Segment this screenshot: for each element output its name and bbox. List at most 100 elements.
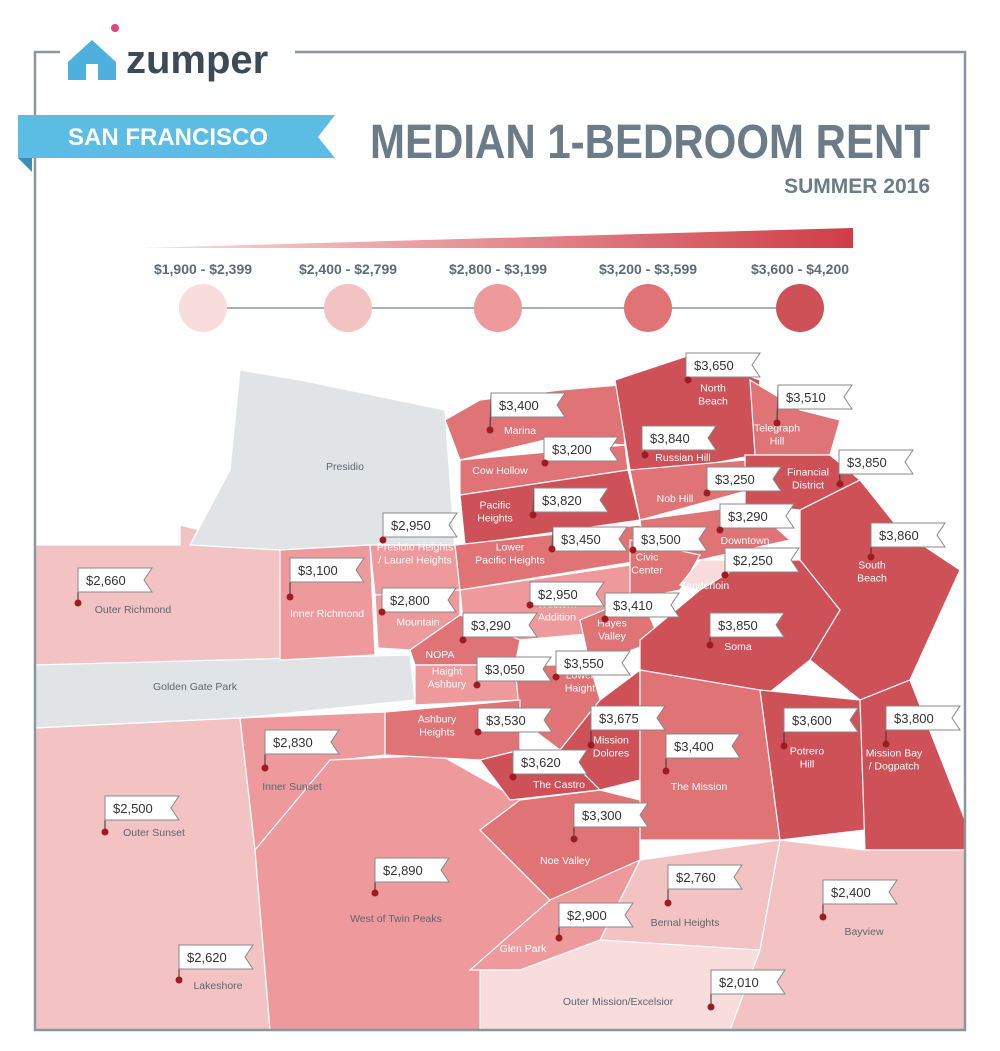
flag [543,436,619,462]
flag [885,705,961,731]
legend-swatch [474,284,522,332]
neighborhood-name: Telegraph [754,423,800,435]
flag [512,749,588,775]
rent-label: $2,760 [676,870,716,885]
pin [552,673,560,681]
neighborhood-name: Bayview [844,926,884,938]
logo [68,24,119,80]
pin [706,641,714,649]
pin [175,976,183,984]
rent-label: $2,900 [567,908,607,923]
rent-label: $2,010 [719,975,759,990]
city: SAN FRANCISCO [68,124,268,151]
neighborhood-name: Dolores [593,748,629,760]
neighborhood-name: / Dogpatch [869,761,920,773]
neighborhood-name: Mountain [396,617,439,629]
flag [382,512,458,538]
pin [664,899,672,907]
pin [555,934,563,942]
legend-swatch [624,284,672,332]
pin [629,546,637,554]
neighborhood-name: Pacific Heights [475,555,544,567]
neighborhood-name: Pacific [480,500,511,512]
flag [558,902,634,928]
rent-label: $3,050 [485,662,525,677]
brand: zumper [126,38,268,82]
pin [641,451,649,459]
rent-label: $2,500 [113,801,153,816]
neighborhood-name: Soma [724,641,752,653]
pin [473,681,481,689]
flag [462,612,538,638]
rent-label: $3,850 [847,455,887,470]
neighborhood-name: Marina [504,425,536,437]
rent-label: $3,450 [561,532,601,547]
legend-label: $2,400 - $2,799 [299,261,397,277]
pin [867,553,875,561]
flag [870,522,946,548]
neighborhood-name: Tenderloin [681,580,730,592]
rent-label: $3,620 [521,755,561,770]
rent-label: $3,200 [552,442,592,457]
area-name: Presidio [326,461,364,473]
rent-label: $3,600 [792,713,832,728]
flag [178,944,254,970]
pin [261,764,269,772]
rent-label: $2,250 [733,553,773,568]
flag [783,707,859,733]
neighborhood-name: Beach [857,573,887,585]
pin [371,889,379,897]
neighborhood-name: NOPA [426,649,455,661]
neighborhood-name: Addition [538,612,576,624]
rent-label: $2,830 [273,735,313,750]
pin [541,459,549,467]
rent-label: $3,290 [728,509,768,524]
neighborhood-name: Noe Valley [540,855,591,867]
pin [526,601,534,609]
neighborhood-name: Nob Hill [657,493,694,505]
subtitle: SUMMER 2016 [784,175,930,198]
pin [459,636,467,644]
neighborhood-name: District [792,480,824,492]
legend-swatch [324,284,372,332]
flag [476,656,552,682]
neighborhood-name: Outer Mission/Excelsior [563,996,674,1008]
neighborhood-name: Lakeshore [193,980,242,992]
rent-label: $2,400 [831,885,871,900]
rent-label: $3,860 [879,528,919,543]
rent-label: $3,675 [599,711,639,726]
flag [555,650,631,676]
rent-label: $3,820 [542,493,582,508]
neighborhood-name: Ashbury [428,679,467,691]
neighborhood-name: Heights [477,513,513,525]
rent-label: $3,400 [499,398,539,413]
rent-label: $3,800 [894,711,934,726]
rent-label: $3,650 [694,358,734,373]
neighborhood-name: The Castro [533,779,585,791]
flag [477,707,553,733]
pin [379,536,387,544]
neighborhood-name: Civic [636,552,659,564]
rent-label: $3,550 [564,656,604,671]
pin [716,526,724,534]
neighborhood-name: The Mission [671,781,728,793]
pin [529,511,537,519]
legend-label: $2,800 - $3,199 [449,261,547,277]
pin [101,828,109,836]
rent-label: $3,410 [613,598,653,613]
neighborhood-name: Outer Richmond [95,604,172,616]
flag [822,879,898,905]
neighborhood-name: Outer Sunset [123,827,185,839]
neighborhood-name: Potrero [790,746,825,758]
neighborhood-name: Financial [787,467,829,479]
pin [286,593,294,601]
neighborhood-name: Lower [496,542,525,554]
neighborhood-name: Hill [770,436,785,448]
flag [381,587,457,613]
rent-label: $2,950 [538,587,578,602]
pin [570,835,578,843]
pin [509,773,517,781]
flag [719,503,795,529]
flag [289,557,365,583]
